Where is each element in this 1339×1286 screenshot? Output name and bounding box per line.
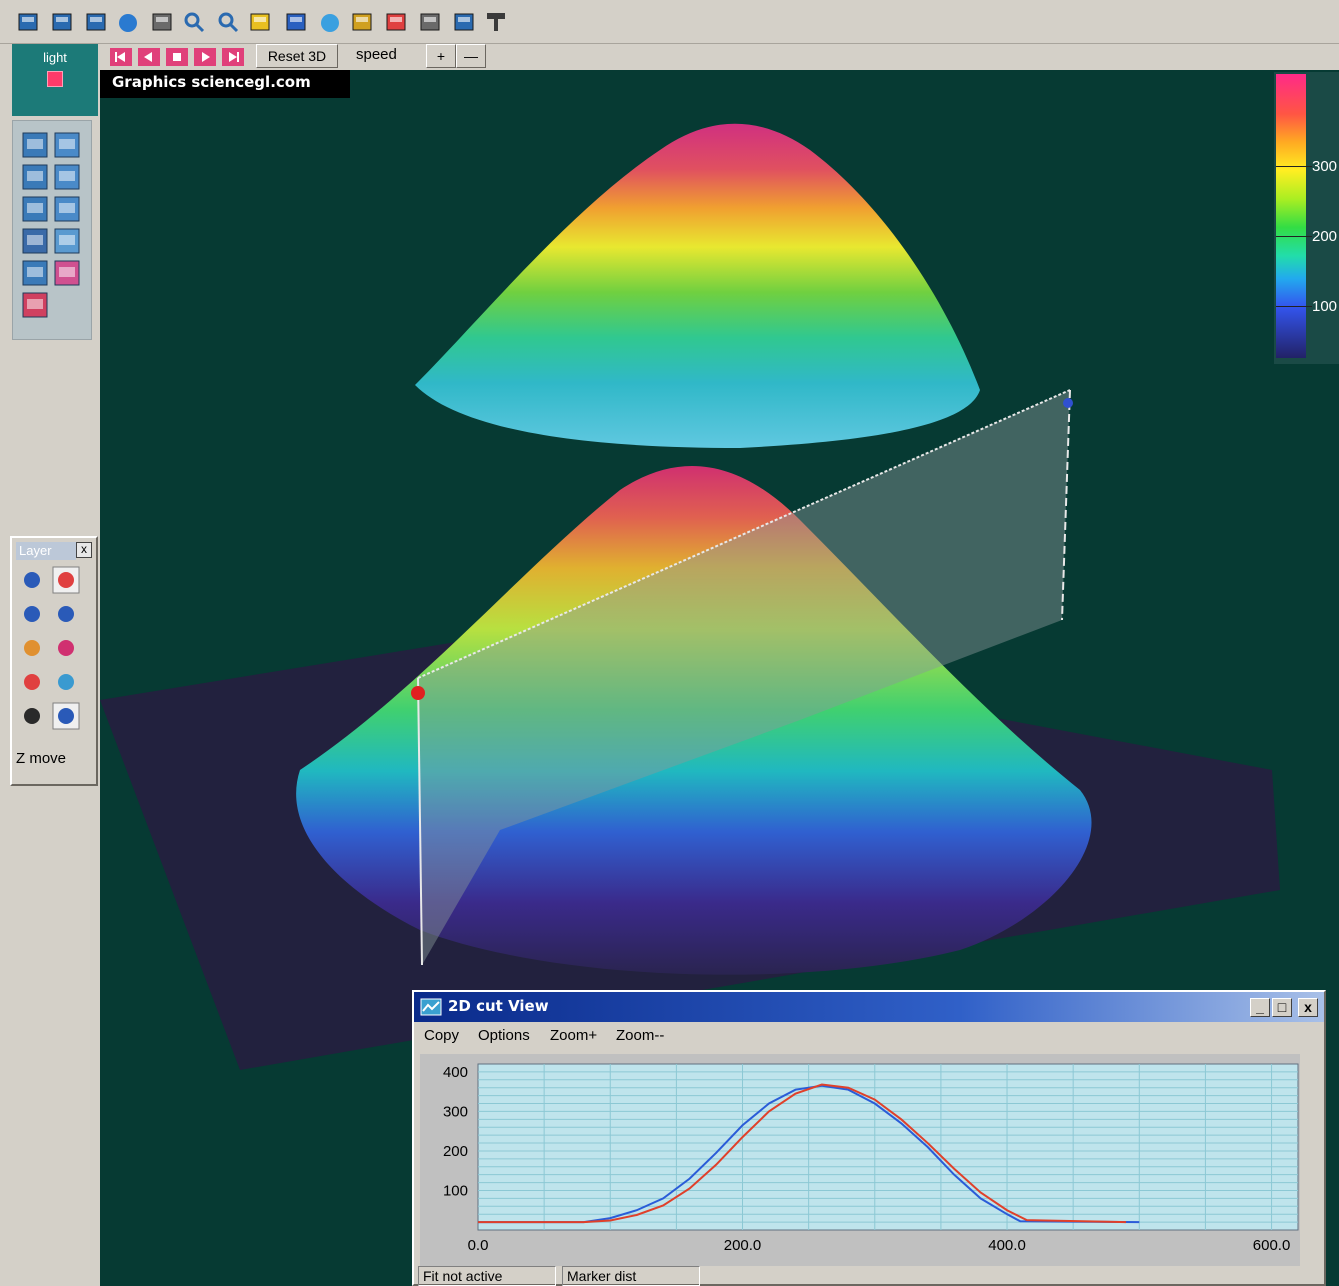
colorbar-tick xyxy=(1276,166,1312,167)
z-move-icon[interactable] xyxy=(52,566,80,594)
chart-window-icon[interactable] xyxy=(452,10,476,34)
series-line-1 xyxy=(478,1083,1127,1224)
cube-icon[interactable] xyxy=(21,195,49,223)
reset-3d-button[interactable]: Reset 3D xyxy=(256,44,338,68)
plot-background xyxy=(477,1063,1299,1231)
x-tick-label: 200.0 xyxy=(724,1237,762,1254)
cut-plane xyxy=(418,390,1070,965)
speed-plus-button[interactable]: + xyxy=(426,44,456,68)
plane-view-icon[interactable] xyxy=(53,131,81,159)
cut-window-statusbar: Fit not active Marker dist xyxy=(416,1264,1326,1286)
cut-line-top xyxy=(417,389,1071,679)
cut-marker-blue xyxy=(1063,398,1073,408)
cut-line-right xyxy=(1061,389,1071,621)
light-label: light xyxy=(43,50,67,65)
colorbar-label: 300 xyxy=(1312,158,1338,175)
tool-palette xyxy=(12,120,92,340)
lower-surface xyxy=(296,466,1092,975)
sphere-icon[interactable] xyxy=(116,10,140,34)
surface-map-2-icon[interactable] xyxy=(284,10,308,34)
x-tick-label: 600.0 xyxy=(1253,1237,1291,1254)
camera-icon[interactable] xyxy=(150,10,174,34)
zoom-icon[interactable] xyxy=(52,600,80,628)
colorbar-tick xyxy=(1276,306,1312,307)
open-folder-icon[interactable] xyxy=(16,10,40,34)
surface-icon[interactable] xyxy=(52,668,80,696)
layer-close-button[interactable]: x xyxy=(76,542,92,558)
cut-marker-red xyxy=(411,686,425,700)
play-icon[interactable] xyxy=(194,48,216,66)
z-move-label: Z move xyxy=(16,750,67,767)
rotate-icon[interactable] xyxy=(18,600,46,628)
cut-line-left xyxy=(417,677,423,966)
light-panel: light xyxy=(12,44,98,116)
bars-icon[interactable] xyxy=(384,10,408,34)
mesh-icon[interactable] xyxy=(21,259,49,287)
zoom-in-icon[interactable] xyxy=(182,10,206,34)
colorbar-label: 100 xyxy=(1312,298,1338,315)
y-tick-label: 200 xyxy=(443,1143,468,1160)
surface-map-icon[interactable] xyxy=(248,10,272,34)
cut-plot-area[interactable]: 100 200 300 400 0.0 200.0 400.0 600.0 xyxy=(420,1054,1300,1266)
colorbar-tick xyxy=(1276,236,1312,237)
grid-icon[interactable] xyxy=(21,163,49,191)
columns-icon[interactable] xyxy=(350,10,374,34)
main-toolbar xyxy=(0,0,1339,44)
menu-zoom-out[interactable]: Zoom-- xyxy=(616,1027,665,1044)
chart-window-icon xyxy=(420,997,442,1017)
layer-panel-title: Layer xyxy=(16,542,76,560)
axis-settings-icon[interactable] xyxy=(21,227,49,255)
cross-icon[interactable] xyxy=(18,668,46,696)
menu-zoom-in[interactable]: Zoom+ xyxy=(550,1027,598,1044)
x-tick-label: 400.0 xyxy=(988,1237,1026,1254)
probe-icon[interactable] xyxy=(18,634,46,662)
menu-options[interactable]: Options xyxy=(478,1027,530,1044)
book-icon[interactable] xyxy=(52,634,80,662)
color-bar-legend: 300 200 100 xyxy=(1274,72,1339,364)
2d-cut-window: 2D cut View _ □ x Copy Options Zoom+ Zoo… xyxy=(412,990,1326,1286)
layers-icon[interactable] xyxy=(53,195,81,223)
cut-window-title: 2D cut View xyxy=(448,997,549,1015)
globe-icon[interactable] xyxy=(318,10,342,34)
prev-frame-icon[interactable] xyxy=(138,48,160,66)
close-button[interactable]: x xyxy=(1298,998,1318,1017)
contour-icon[interactable] xyxy=(53,227,81,255)
last-frame-icon[interactable] xyxy=(222,48,244,66)
first-frame-icon[interactable] xyxy=(110,48,132,66)
cut-window-titlebar[interactable]: 2D cut View _ □ x xyxy=(414,992,1324,1022)
print-icon[interactable] xyxy=(84,10,108,34)
marker-dist-status: Marker dist xyxy=(562,1266,700,1286)
speed-label: speed xyxy=(356,46,397,63)
y-tick-label: 400 xyxy=(443,1064,468,1081)
cut-plot-svg: 100 200 300 400 0.0 200.0 400.0 600.0 xyxy=(443,1063,1299,1254)
credit-label: Graphics sciencegl.com xyxy=(100,70,350,98)
paint-icon[interactable] xyxy=(21,291,49,319)
light-color-swatch[interactable] xyxy=(47,71,63,87)
menu-copy[interactable]: Copy xyxy=(424,1027,460,1044)
color-bar-gradient xyxy=(1276,74,1306,358)
minimize-button[interactable]: _ xyxy=(1250,998,1270,1017)
color-map-icon[interactable] xyxy=(53,259,81,287)
y-tick-label: 300 xyxy=(443,1103,468,1120)
y-tick-label: 100 xyxy=(443,1182,468,1199)
cut-window-menubar: Copy Options Zoom+ Zoom-- xyxy=(414,1024,1324,1050)
colorbar-label: 200 xyxy=(1312,228,1338,245)
plane-xy-icon[interactable] xyxy=(21,131,49,159)
lamp-icon[interactable] xyxy=(484,10,508,34)
z-scale-icon[interactable] xyxy=(52,702,80,730)
x-tick-label: 0.0 xyxy=(468,1237,489,1254)
move-icon[interactable] xyxy=(18,566,46,594)
maximize-button[interactable]: □ xyxy=(1272,998,1292,1017)
speed-minus-button[interactable]: — xyxy=(456,44,486,68)
fit-status: Fit not active xyxy=(418,1266,556,1286)
stop-icon[interactable] xyxy=(166,48,188,66)
table-view-icon[interactable] xyxy=(53,163,81,191)
layer-panel: Layer x Z move xyxy=(10,536,98,786)
upper-surface xyxy=(415,123,980,448)
series-line-0 xyxy=(478,1084,1140,1224)
zoom-out-icon[interactable] xyxy=(216,10,240,34)
tripod-icon[interactable] xyxy=(18,702,46,730)
axis-icon[interactable] xyxy=(418,10,442,34)
save-disk-icon[interactable] xyxy=(50,10,74,34)
